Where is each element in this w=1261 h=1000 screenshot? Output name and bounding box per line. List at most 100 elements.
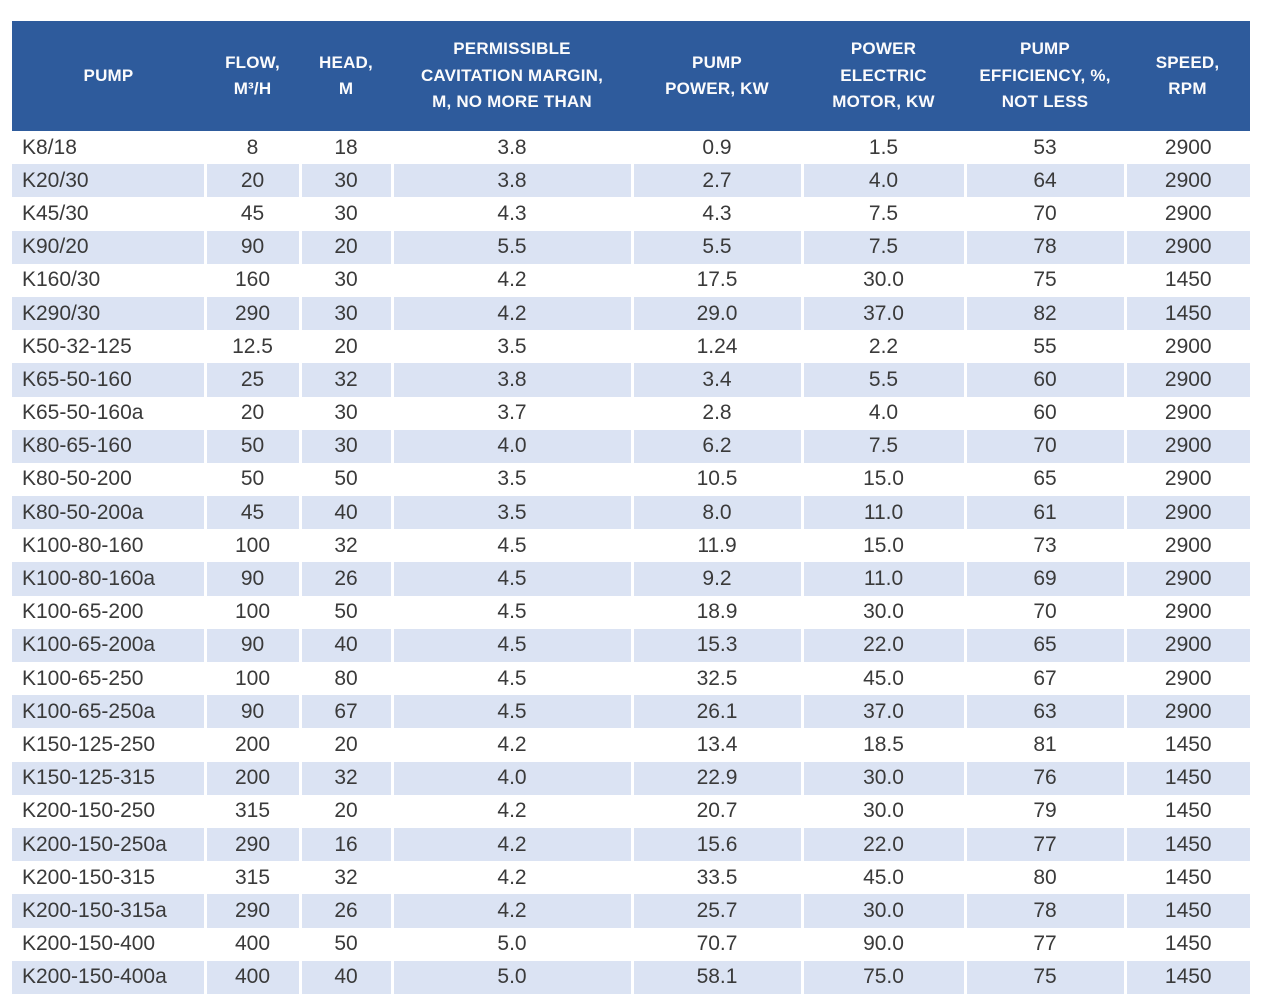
table-cell: 32 [298, 761, 392, 795]
table-cell: 69 [963, 562, 1125, 596]
pump-name-cell: K160/30 [12, 263, 205, 297]
table-cell: 78 [963, 894, 1125, 928]
table-cell: 4.2 [390, 728, 632, 762]
table-row: K200-150-315a 290 26 4.2 25.7 30.0 78 1450 [12, 894, 1250, 928]
pump-name-cell: K200-150-400a [12, 960, 205, 994]
table-cell: 0.9 [630, 131, 802, 165]
table-cell: 1450 [1123, 761, 1250, 795]
header-cell: FLOW, M³/H [205, 21, 300, 131]
pump-name-cell: K45/30 [12, 197, 205, 231]
pump-name-cell: K50-32-125 [12, 330, 205, 364]
table-cell: 10.5 [630, 462, 802, 497]
pump-name-cell: K150-125-315 [12, 761, 205, 795]
table-row: K90/20 90 20 5.5 5.5 7.5 78 2900 [12, 230, 1250, 264]
table-row: K200-150-400 400 50 5.0 70.7 90.0 77 1450 [12, 927, 1250, 961]
table-cell: 7.5 [800, 197, 965, 231]
table-cell: 40 [298, 496, 392, 530]
table-row: K65-50-160a 20 30 3.7 2.8 4.0 60 2900 [12, 396, 1250, 430]
table-cell: 4.2 [390, 263, 632, 297]
table-cell: 2900 [1123, 595, 1250, 629]
table-cell: 20.7 [630, 794, 802, 828]
pump-name-cell: K100-80-160 [12, 529, 205, 563]
table-row: K80-50-200 50 50 3.5 10.5 15.0 65 2900 [12, 462, 1250, 497]
pump-name-cell: K200-150-250 [12, 794, 205, 828]
table-cell: 100 [203, 662, 300, 696]
table-cell: 100 [203, 529, 300, 563]
table-cell: 315 [203, 861, 300, 895]
table-cell: 3.4 [630, 363, 802, 397]
table-cell: 33.5 [630, 861, 802, 895]
table-cell: 1450 [1123, 927, 1250, 961]
table-cell: 30 [298, 164, 392, 198]
pump-name-cell: K290/30 [12, 296, 205, 331]
table-cell: 1.24 [630, 330, 802, 364]
pump-name-cell: K100-65-250a [12, 695, 205, 729]
table-cell: 8 [203, 131, 300, 165]
table-cell: 4.5 [390, 529, 632, 563]
table-cell: 29.0 [630, 296, 802, 331]
table-cell: 8.0 [630, 496, 802, 530]
pump-name-cell: K80-50-200 [12, 462, 205, 497]
table-cell: 80 [298, 662, 392, 696]
table-cell: 2900 [1123, 197, 1250, 231]
table-cell: 25 [203, 363, 300, 397]
table-cell: 70 [963, 595, 1125, 629]
pump-name-cell: K100-65-200 [12, 595, 205, 629]
table-cell: 82 [963, 296, 1125, 331]
table-row: K100-80-160 100 32 4.5 11.9 15.0 73 2900 [12, 529, 1250, 563]
table-cell: 2900 [1123, 496, 1250, 530]
table-cell: 2900 [1123, 429, 1250, 463]
pump-name-cell: K200-150-315 [12, 861, 205, 895]
table-cell: 20 [298, 794, 392, 828]
table-row: K100-65-200a 90 40 4.5 15.3 22.0 65 2900 [12, 628, 1250, 662]
table-cell: 4.5 [390, 628, 632, 662]
table-cell: 20 [298, 330, 392, 364]
table-cell: 4.3 [390, 197, 632, 231]
table-row: K160/30 160 30 4.2 17.5 30.0 75 1450 [12, 263, 1250, 297]
table-cell: 20 [298, 728, 392, 762]
table-cell: 55 [963, 330, 1125, 364]
table-cell: 50 [203, 462, 300, 497]
table-cell: 76 [963, 761, 1125, 795]
table-cell: 30.0 [800, 761, 965, 795]
table-cell: 2900 [1123, 462, 1250, 497]
table-cell: 1450 [1123, 728, 1250, 762]
table-cell: 5.0 [390, 927, 632, 961]
table-cell: 1450 [1123, 296, 1250, 331]
table-cell: 53 [963, 131, 1125, 165]
header-cell: PERMISSIBLE CAVITATION MARGIN, M, NO MOR… [392, 21, 632, 131]
table-cell: 15.0 [800, 462, 965, 497]
pump-name-cell: K20/30 [12, 164, 205, 198]
table-cell: 1450 [1123, 960, 1250, 994]
pump-name-cell: K200-150-400 [12, 927, 205, 961]
table-cell: 18 [298, 131, 392, 165]
table-cell: 11.0 [800, 562, 965, 596]
header-cell: PUMP [12, 21, 205, 131]
table-cell: 315 [203, 794, 300, 828]
table-cell: 2900 [1123, 363, 1250, 397]
table-cell: 13.4 [630, 728, 802, 762]
table-cell: 4.5 [390, 562, 632, 596]
table-cell: 290 [203, 296, 300, 331]
table-cell: 50 [298, 462, 392, 497]
table-cell: 50 [298, 927, 392, 961]
table-row: K200-150-250a 290 16 4.2 15.6 22.0 77 1450 [12, 827, 1250, 862]
table-cell: 1450 [1123, 894, 1250, 928]
table-cell: 45.0 [800, 662, 965, 696]
table-cell: 3.7 [390, 396, 632, 430]
table-cell: 25.7 [630, 894, 802, 928]
table-cell: 22.0 [800, 827, 965, 862]
table-cell: 2900 [1123, 695, 1250, 729]
table-cell: 40 [298, 960, 392, 994]
table-cell: 26.1 [630, 695, 802, 729]
table-cell: 290 [203, 827, 300, 862]
table-cell: 3.5 [390, 330, 632, 364]
table-cell: 58.1 [630, 960, 802, 994]
table-cell: 70 [963, 197, 1125, 231]
pump-name-cell: K150-125-250 [12, 728, 205, 762]
table-cell: 20 [203, 164, 300, 198]
table-cell: 400 [203, 960, 300, 994]
table-row: K150-125-250 200 20 4.2 13.4 18.5 81 1450 [12, 728, 1250, 762]
table-cell: 22.0 [800, 628, 965, 662]
table-row: K200-150-400a 400 40 5.0 58.1 75.0 75 1450 [12, 960, 1250, 994]
